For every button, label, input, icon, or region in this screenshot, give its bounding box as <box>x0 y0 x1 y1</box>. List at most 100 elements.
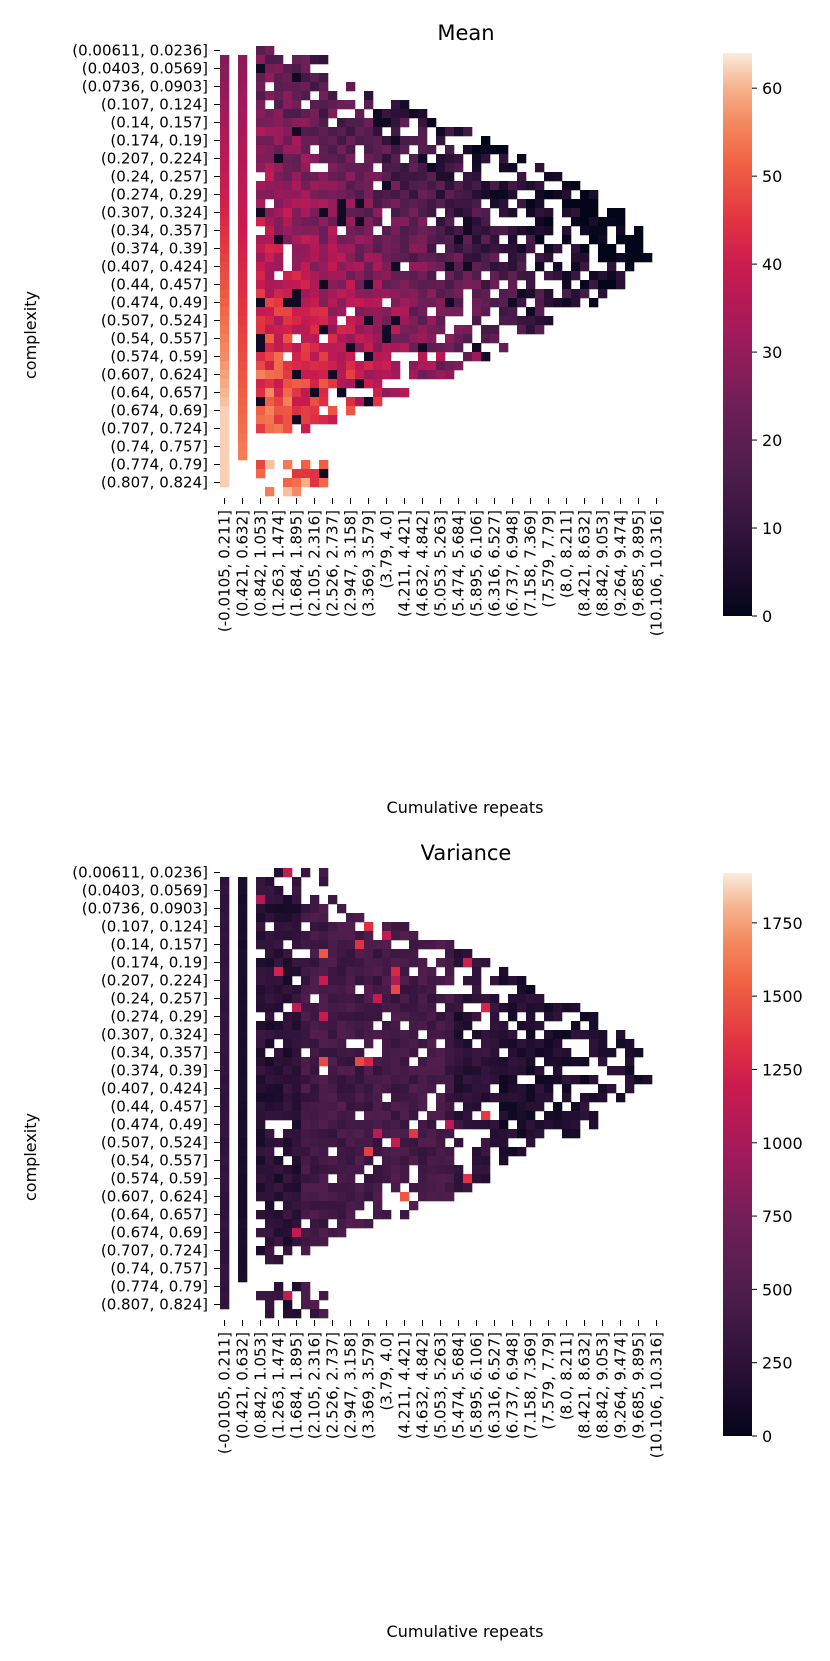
heatmap-cell <box>292 91 302 101</box>
heatmap-cell <box>328 1030 338 1040</box>
heatmap-cell <box>355 118 365 128</box>
heatmap-cell <box>526 1093 536 1103</box>
heatmap-cell <box>463 145 473 155</box>
heatmap-cell <box>355 172 365 182</box>
heatmap-cell <box>607 253 617 263</box>
heatmap-cell <box>220 208 230 218</box>
heatmap-cell <box>256 73 266 83</box>
heatmap-cell <box>256 397 266 407</box>
heatmap-cell <box>598 253 608 263</box>
heatmap-cell <box>274 397 284 407</box>
heatmap-cell <box>283 904 293 914</box>
heatmap-cell <box>310 298 320 308</box>
heatmap-cell <box>364 397 374 407</box>
x-tick-label: (5.053, 5.263] <box>432 510 450 617</box>
heatmap-cell <box>454 1003 464 1013</box>
heatmap-cell <box>481 1057 491 1067</box>
heatmap-cell <box>274 895 284 905</box>
heatmap-cell <box>634 253 644 263</box>
heatmap-cell <box>283 118 293 128</box>
heatmap-cell <box>598 1093 608 1103</box>
heatmap-cell <box>463 1039 473 1049</box>
heatmap-cell <box>391 370 401 380</box>
heatmap-cell <box>346 1084 356 1094</box>
heatmap-cell <box>553 244 563 254</box>
heatmap-cell <box>346 949 356 959</box>
heatmap-cell <box>409 226 419 236</box>
heatmap-cell <box>436 235 446 245</box>
heatmap-cell <box>400 136 410 146</box>
heatmap-cell <box>607 1048 617 1058</box>
heatmap-cell <box>526 985 536 995</box>
heatmap-cell <box>364 1030 374 1040</box>
x-tick-label: (2.526, 2.737] <box>324 1332 342 1439</box>
heatmap-cell <box>328 1021 338 1031</box>
heatmap-cell <box>292 1012 302 1022</box>
heatmap-cell <box>283 1219 293 1229</box>
heatmap-cell <box>337 1012 347 1022</box>
heatmap-cell <box>400 388 410 398</box>
heatmap-cell <box>220 415 230 425</box>
heatmap-cell <box>418 1021 428 1031</box>
heatmap-cell <box>418 1003 428 1013</box>
heatmap-cell <box>292 64 302 74</box>
heatmap-cell <box>364 226 374 236</box>
heatmap-cell <box>364 136 374 146</box>
heatmap-cell <box>346 199 356 209</box>
y-tick-label: (0.174, 0.19] <box>110 132 208 150</box>
heatmap-cell <box>391 922 401 932</box>
heatmap-cell <box>220 1219 230 1229</box>
heatmap-cell <box>328 1111 338 1121</box>
heatmap-cell <box>220 307 230 317</box>
heatmap-cell <box>220 190 230 200</box>
heatmap-cell <box>274 136 284 146</box>
heatmap-cell <box>382 262 392 272</box>
heatmap-cell <box>355 325 365 335</box>
heatmap-cell <box>517 271 527 281</box>
heatmap-cell <box>427 253 437 263</box>
heatmap-cell <box>607 271 617 281</box>
heatmap-cell <box>238 199 248 209</box>
heatmap-cell <box>508 1003 518 1013</box>
heatmap-cell <box>310 1192 320 1202</box>
heatmap-cell <box>526 235 536 245</box>
heatmap-cell <box>364 361 374 371</box>
heatmap-cell <box>310 244 320 254</box>
heatmap-cell <box>310 181 320 191</box>
heatmap-cell <box>391 118 401 128</box>
heatmap-cell <box>400 1129 410 1139</box>
heatmap-cell <box>481 994 491 1004</box>
heatmap-cell <box>220 1012 230 1022</box>
heatmap-cell <box>310 352 320 362</box>
heatmap-cell <box>589 208 599 218</box>
heatmap-cell <box>274 1102 284 1112</box>
heatmap-cell <box>355 235 365 245</box>
heatmap-cell <box>292 1003 302 1013</box>
heatmap-cell <box>481 262 491 272</box>
heatmap-cell <box>643 1075 653 1085</box>
heatmap-cell <box>526 1012 536 1022</box>
heatmap-cell <box>310 325 320 335</box>
y-tick-label: (0.274, 0.29] <box>110 186 208 204</box>
heatmap-cell <box>256 316 266 326</box>
heatmap-cell <box>454 289 464 299</box>
heatmap-cell <box>382 1111 392 1121</box>
heatmap-cell <box>301 352 311 362</box>
heatmap-cell <box>274 253 284 263</box>
heatmap-cell <box>328 379 338 389</box>
heatmap-cell <box>328 325 338 335</box>
heatmap-cell <box>490 1057 500 1067</box>
heatmap-cell <box>220 64 230 74</box>
heatmap-cell <box>427 1066 437 1076</box>
heatmap-cell <box>283 1129 293 1139</box>
heatmap-cell <box>382 1003 392 1013</box>
heatmap-cell <box>337 244 347 254</box>
heatmap-cell <box>274 415 284 425</box>
heatmap-cell <box>391 1093 401 1103</box>
heatmap-cell <box>220 127 230 137</box>
heatmap-cell <box>364 1156 374 1166</box>
heatmap-cell <box>517 289 527 299</box>
heatmap-cell <box>373 280 383 290</box>
heatmap-cell <box>256 352 266 362</box>
heatmap-cell <box>418 1174 428 1184</box>
